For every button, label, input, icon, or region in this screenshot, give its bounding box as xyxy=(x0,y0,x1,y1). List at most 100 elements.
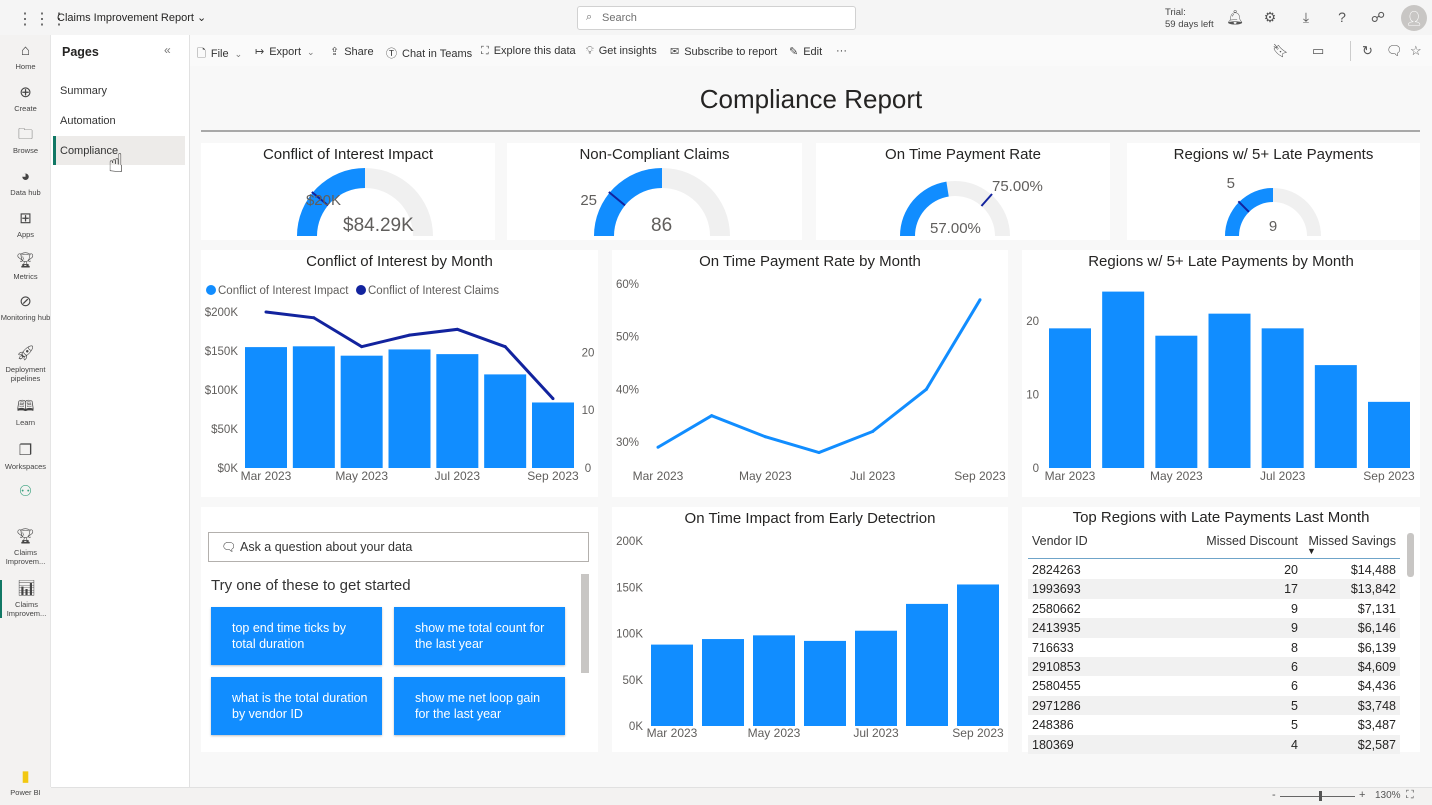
bar-jul-2023[interactable] xyxy=(1261,328,1304,468)
collapse-pane-icon[interactable]: « xyxy=(164,43,171,57)
bar-may-2023[interactable] xyxy=(340,355,383,468)
bar-aug-2023[interactable] xyxy=(906,603,948,726)
rail-item-8[interactable]: 🕮 Learn xyxy=(0,398,51,427)
bar-sep-2023[interactable] xyxy=(1368,401,1410,468)
report-title-dropdown[interactable]: Claims Improvement Report ⌄ xyxy=(57,11,206,24)
bar-aug-2023[interactable] xyxy=(484,374,527,468)
qa-scrollbar[interactable] xyxy=(581,574,589,673)
qa-suggestion-button[interactable]: show me net loop gain for the last year xyxy=(394,677,565,735)
table-row[interactable]: 180369 4 $2,587 xyxy=(1028,734,1400,754)
avatar[interactable]: 👤︎ xyxy=(1401,5,1427,31)
table-row[interactable]: 2824263 20 $14,488 xyxy=(1028,560,1400,579)
column-header-missed-discount[interactable]: Missed Discount xyxy=(1206,534,1298,548)
rail-item-5[interactable]: 🏆︎ Metrics xyxy=(0,252,51,281)
gauge-card-3[interactable]: Regions w/ 5+ Late Payments 5 9 xyxy=(1127,143,1420,240)
bar-jul-2023[interactable] xyxy=(855,630,897,726)
line-point[interactable] xyxy=(455,327,459,331)
rail-item-12[interactable]: 📊︎ Claims Improvem... xyxy=(0,580,51,618)
bar-sep-2023[interactable] xyxy=(957,584,999,726)
line-point[interactable] xyxy=(978,298,982,302)
rail-item-6[interactable]: ⊘ Monitoring hub xyxy=(0,293,51,322)
qa-suggestion-button[interactable]: show me total count for the last year xyxy=(394,607,565,665)
bar-aug-2023[interactable] xyxy=(1314,365,1357,468)
column-header-vendor-id[interactable]: Vendor ID xyxy=(1032,534,1088,548)
table-row[interactable]: 2413935 9 $6,146 xyxy=(1028,618,1400,638)
line-series[interactable] xyxy=(657,299,982,455)
gauge-card-1[interactable]: Non-Compliant Claims 25 86 xyxy=(507,143,802,240)
zoom-in-button[interactable]: + xyxy=(1359,789,1366,801)
table-row[interactable]: 1993693 17 $13,842 xyxy=(1028,579,1400,599)
rail-item-10[interactable]: ⚇ xyxy=(0,483,51,503)
bar-mar-2023[interactable] xyxy=(651,644,693,726)
legend-label[interactable]: Conflict of Interest Claims xyxy=(368,285,499,297)
chart-1[interactable]: On Time Payment Rate by Month Mar 2023 May… xyxy=(612,250,1008,497)
legend-label[interactable]: Conflict of Interest Impact xyxy=(218,285,349,297)
line-point[interactable] xyxy=(710,414,714,418)
page-tab-automation[interactable]: Automation xyxy=(60,115,116,127)
line-point[interactable] xyxy=(871,429,875,433)
bar-may-2023[interactable] xyxy=(1155,335,1198,468)
page-tab-summary[interactable]: Summary xyxy=(60,85,108,97)
help-icon[interactable]: ? xyxy=(1338,9,1346,25)
zoom-slider[interactable] xyxy=(1280,796,1355,797)
line-point[interactable] xyxy=(551,397,555,401)
table-row[interactable]: 2910853 6 $4,609 xyxy=(1028,657,1400,677)
rail-item-11[interactable]: 🏆︎ Claims Improvem... xyxy=(0,528,51,566)
toolbar-more-button[interactable]: ··· xyxy=(836,45,847,57)
bar-apr-2023[interactable] xyxy=(1102,291,1145,468)
table-row[interactable]: 2580455 6 $4,436 xyxy=(1028,676,1400,695)
table-row[interactable]: 716633 8 $6,139 xyxy=(1028,638,1400,657)
chart-2[interactable]: Regions w/ 5+ Late Payments by Month Mar … xyxy=(1022,250,1420,497)
bar-mar-2023[interactable] xyxy=(1049,328,1091,468)
page-tab-compliance[interactable]: Compliance xyxy=(53,136,185,165)
line-point[interactable] xyxy=(264,310,268,314)
bar-mar-2023[interactable] xyxy=(245,347,287,468)
toolbar-subscribe-button[interactable]: ✉ Subscribe to report xyxy=(670,45,777,58)
chart-0[interactable]: Conflict of Interest by Month Mar 2023 May… xyxy=(201,250,598,497)
line-point[interactable] xyxy=(924,387,928,391)
table-row[interactable]: 248386 5 $3,487 xyxy=(1028,715,1400,734)
search-input[interactable]: ⌕ Search xyxy=(577,6,856,30)
zoom-slider-thumb[interactable] xyxy=(1319,791,1322,801)
gear-icon[interactable]: ⚙ xyxy=(1263,9,1277,25)
column-header-missed-savings[interactable]: Missed Savings xyxy=(1308,534,1396,548)
table-scrollbar[interactable] xyxy=(1407,533,1414,577)
bar-jun-2023[interactable] xyxy=(804,640,846,726)
rail-item-4[interactable]: ⊞ Apps xyxy=(0,210,51,239)
table-row[interactable]: 2971286 5 $3,748 xyxy=(1028,695,1400,716)
toolbar-pencil-button[interactable]: ✎ Edit xyxy=(789,45,822,58)
rail-item-1[interactable]: ⊕ Create xyxy=(0,84,51,113)
view-icon[interactable]: ▭ xyxy=(1312,43,1325,58)
toolbar-file-button[interactable]: 🗋 File ⌄ xyxy=(197,45,242,64)
line-point[interactable] xyxy=(763,435,767,439)
bar-sep-2023[interactable] xyxy=(532,402,574,468)
gauge-card-0[interactable]: Conflict of Interest Impact $20K $84.29K xyxy=(201,143,495,240)
toolbar-explore-button[interactable]: ⛶ Explore this data xyxy=(481,45,576,58)
app-launcher-icon[interactable]: ⋮⋮⋮ xyxy=(17,11,68,28)
table-row[interactable]: 2580662 9 $7,131 xyxy=(1028,599,1400,618)
bar-apr-2023[interactable] xyxy=(292,346,335,468)
rail-item-0[interactable]: ⌂ Home xyxy=(0,42,51,71)
rail-item-2[interactable]: 🗀 Browse xyxy=(0,126,51,155)
chart-3[interactable]: On Time Impact from Early Detectrion Mar … xyxy=(612,507,1008,752)
comment-icon[interactable]: 🗨︎ xyxy=(1386,43,1403,58)
bar-jun-2023[interactable] xyxy=(1208,313,1251,468)
download-icon[interactable]: ⤓ xyxy=(1302,9,1310,25)
bar-jul-2023[interactable] xyxy=(436,354,479,468)
bell-icon[interactable]: 🔔︎ xyxy=(1226,9,1244,25)
rail-item-9[interactable]: ❐ Workspaces xyxy=(0,442,51,471)
line-point[interactable] xyxy=(817,451,821,455)
zoom-out-button[interactable]: - xyxy=(1272,789,1276,801)
gauge-card-2[interactable]: On Time Payment Rate 75.00% 57.00% xyxy=(816,143,1110,240)
refresh-icon[interactable]: ↻ xyxy=(1362,43,1373,58)
qa-suggestion-button[interactable]: what is the total duration by vendor ID xyxy=(211,677,382,735)
line-point[interactable] xyxy=(360,345,364,349)
line-point[interactable] xyxy=(312,316,316,320)
qa-question-input[interactable]: 🗨︎ Ask a question about your data xyxy=(208,532,589,562)
toolbar-teams-button[interactable]: Ⓣ Chat in Teams xyxy=(386,45,472,61)
bar-jun-2023[interactable] xyxy=(388,349,431,468)
favorite-icon[interactable]: ☆ xyxy=(1410,43,1422,58)
share-people-icon[interactable]: ☍ xyxy=(1370,9,1386,25)
rail-item-3[interactable]: ◕ Data hub xyxy=(0,168,51,197)
bar-apr-2023[interactable] xyxy=(702,639,744,726)
